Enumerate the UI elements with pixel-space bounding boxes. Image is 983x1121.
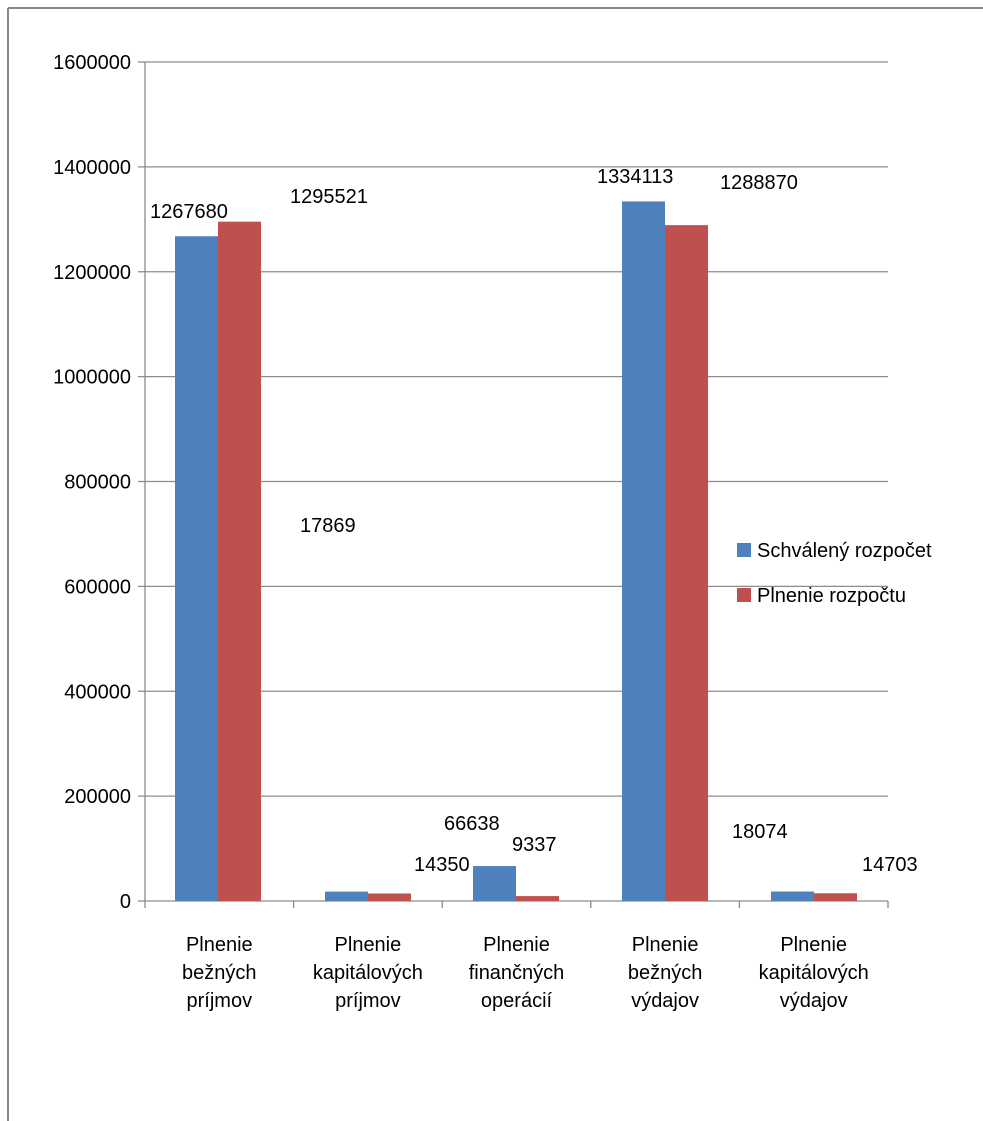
category-label: kapitálových <box>313 962 423 984</box>
category-label: Plnenie <box>780 934 847 956</box>
data-label: 17869 <box>300 515 356 537</box>
category-label: bežných <box>628 962 703 984</box>
y-tick-label: 1000000 <box>53 367 131 389</box>
category-label: príjmov <box>335 990 401 1012</box>
category-label: výdajov <box>780 990 848 1012</box>
bar-schvaleny <box>622 201 665 901</box>
category-label: Plnenie <box>186 934 253 956</box>
legend-swatch <box>737 588 751 602</box>
y-tick-label: 0 <box>120 891 131 913</box>
data-label: 1267680 <box>150 201 228 223</box>
data-label: 66638 <box>444 813 500 835</box>
y-tick-label: 400000 <box>64 681 131 703</box>
bar-schvaleny <box>771 891 814 901</box>
bar-schvaleny <box>473 866 516 901</box>
y-tick-label: 800000 <box>64 472 131 494</box>
legend-swatch <box>737 543 751 557</box>
bar-schvaleny <box>175 236 218 901</box>
category-label: finančných <box>469 962 565 984</box>
y-tick-label: 1200000 <box>53 262 131 284</box>
category-label: bežných <box>182 962 257 984</box>
legend-label: Schválený rozpočet <box>757 540 932 562</box>
data-label: 14350 <box>414 854 470 876</box>
category-label: Plnenie <box>335 934 402 956</box>
bar-plnenie <box>814 893 857 901</box>
data-label: 9337 <box>512 834 557 856</box>
y-tick-label: 600000 <box>64 576 131 598</box>
data-label: 14703 <box>862 854 918 876</box>
bar-plnenie <box>368 893 411 901</box>
y-tick-label: 1600000 <box>53 52 131 74</box>
category-label: príjmov <box>187 990 253 1012</box>
y-tick-label: 200000 <box>64 786 131 808</box>
y-tick-label: 1400000 <box>53 157 131 179</box>
category-label: výdajov <box>631 990 699 1012</box>
bar-plnenie <box>516 896 559 901</box>
category-label: operácií <box>481 990 553 1012</box>
data-label: 1295521 <box>290 186 368 208</box>
data-label: 1288870 <box>720 172 798 194</box>
category-label: kapitálových <box>759 962 869 984</box>
bar-plnenie <box>218 221 261 901</box>
legend-label: Plnenie rozpočtu <box>757 585 906 607</box>
category-label: Plnenie <box>632 934 699 956</box>
data-label: 1334113 <box>597 166 673 188</box>
bar-schvaleny <box>325 891 368 901</box>
category-label: Plnenie <box>483 934 550 956</box>
bar-plnenie <box>665 225 708 901</box>
data-label: 18074 <box>732 821 788 843</box>
